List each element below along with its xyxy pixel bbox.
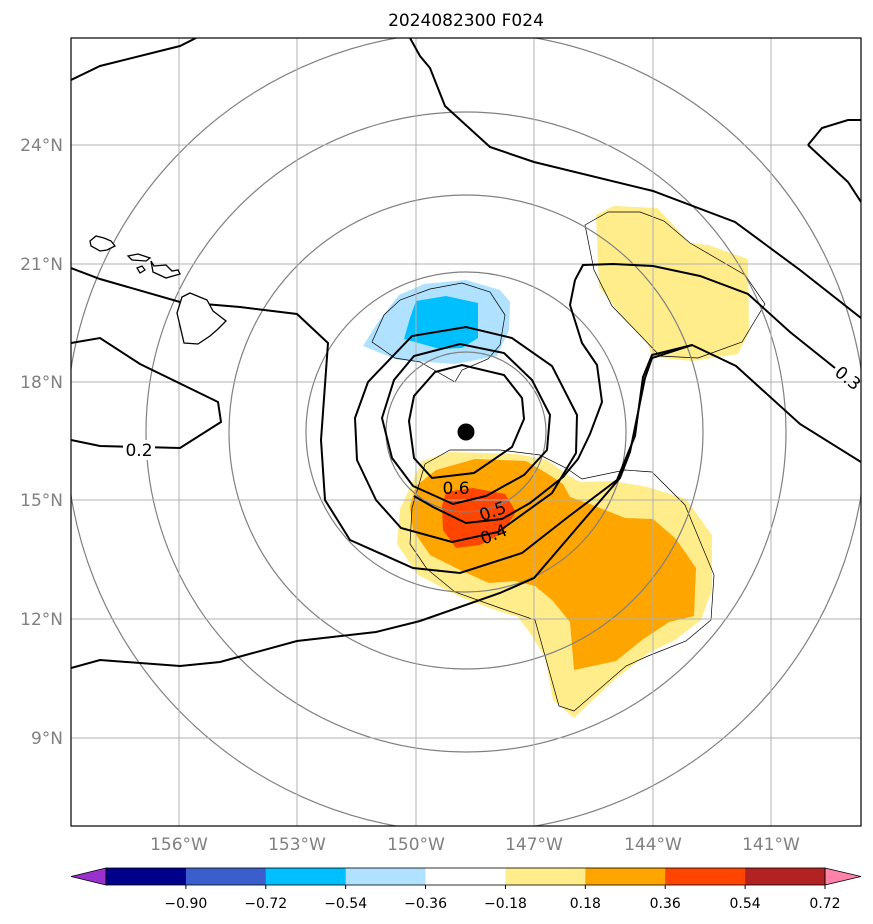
shaded-field-negative xyxy=(363,280,510,364)
lon-label: 156°W xyxy=(150,835,208,855)
hawaii-coastline xyxy=(89,235,227,345)
colorbar-tick-label: −0.54 xyxy=(324,896,367,912)
colorbar-extend-min xyxy=(70,867,107,886)
colorbar-segment xyxy=(505,868,586,885)
colorbar-segment xyxy=(665,868,746,885)
lon-label: 147°W xyxy=(505,835,563,855)
contour-label-0.6: 0.6 xyxy=(442,479,469,499)
colorbar-tick-label: −0.72 xyxy=(244,896,287,912)
lat-label: 9°N xyxy=(31,729,63,749)
range-rings xyxy=(71,38,861,826)
colorbar-segment xyxy=(265,868,347,885)
lon-label: 144°W xyxy=(624,835,682,855)
colorbar-segment xyxy=(425,868,506,885)
lon-labels: 156°W 153°W 150°W 147°W 144°W 141°W xyxy=(150,835,800,855)
colorbar-extend-max xyxy=(824,867,862,886)
colorbar-tick-label: 0.18 xyxy=(570,896,601,912)
axes-frame xyxy=(70,37,862,827)
lat-label: 18°N xyxy=(20,373,63,393)
lat-label: 15°N xyxy=(20,491,63,511)
thick-contours xyxy=(71,38,861,669)
colorbar-segment xyxy=(745,868,826,885)
lat-label: 24°N xyxy=(20,136,63,156)
map-area: 0.2 0.6 0.5 0.4 0.3 xyxy=(71,38,865,826)
lon-label: 141°W xyxy=(742,835,800,855)
storm-center-marker xyxy=(457,423,475,441)
contour-label-0.2: 0.2 xyxy=(125,441,152,461)
colorbar-tick-label: 0.54 xyxy=(730,896,761,912)
lat-label: 21°N xyxy=(20,255,63,275)
colorbar-segment xyxy=(585,868,666,885)
colorbar-segment xyxy=(185,868,267,885)
colorbar-tick-label: −0.90 xyxy=(164,896,207,912)
colorbar-segment xyxy=(345,868,427,885)
colorbar xyxy=(70,867,862,889)
colorbar-tick-label: 0.72 xyxy=(809,896,840,912)
thin-contours xyxy=(371,211,766,712)
gridlines xyxy=(71,38,861,826)
colorbar-labels: −0.90 −0.72 −0.54 −0.36 −0.18 0.18 0.36 0.54 0.7… xyxy=(164,896,840,912)
lon-label: 153°W xyxy=(268,835,326,855)
colorbar-frame xyxy=(105,867,826,886)
lon-label: 150°W xyxy=(387,835,445,855)
colorbar-tick-label: 0.36 xyxy=(650,896,681,912)
lat-label: 12°N xyxy=(20,610,63,630)
contour-label-0.3: 0.3 xyxy=(831,363,865,395)
colorbar-tick-label: −0.18 xyxy=(484,896,527,912)
colorbar-tick-label: −0.36 xyxy=(404,896,447,912)
colorbar-segment xyxy=(106,868,187,885)
chart-title: 2024082300 F024 xyxy=(388,11,544,31)
lat-labels: 24°N 21°N 18°N 15°N 12°N 9°N xyxy=(20,136,63,749)
